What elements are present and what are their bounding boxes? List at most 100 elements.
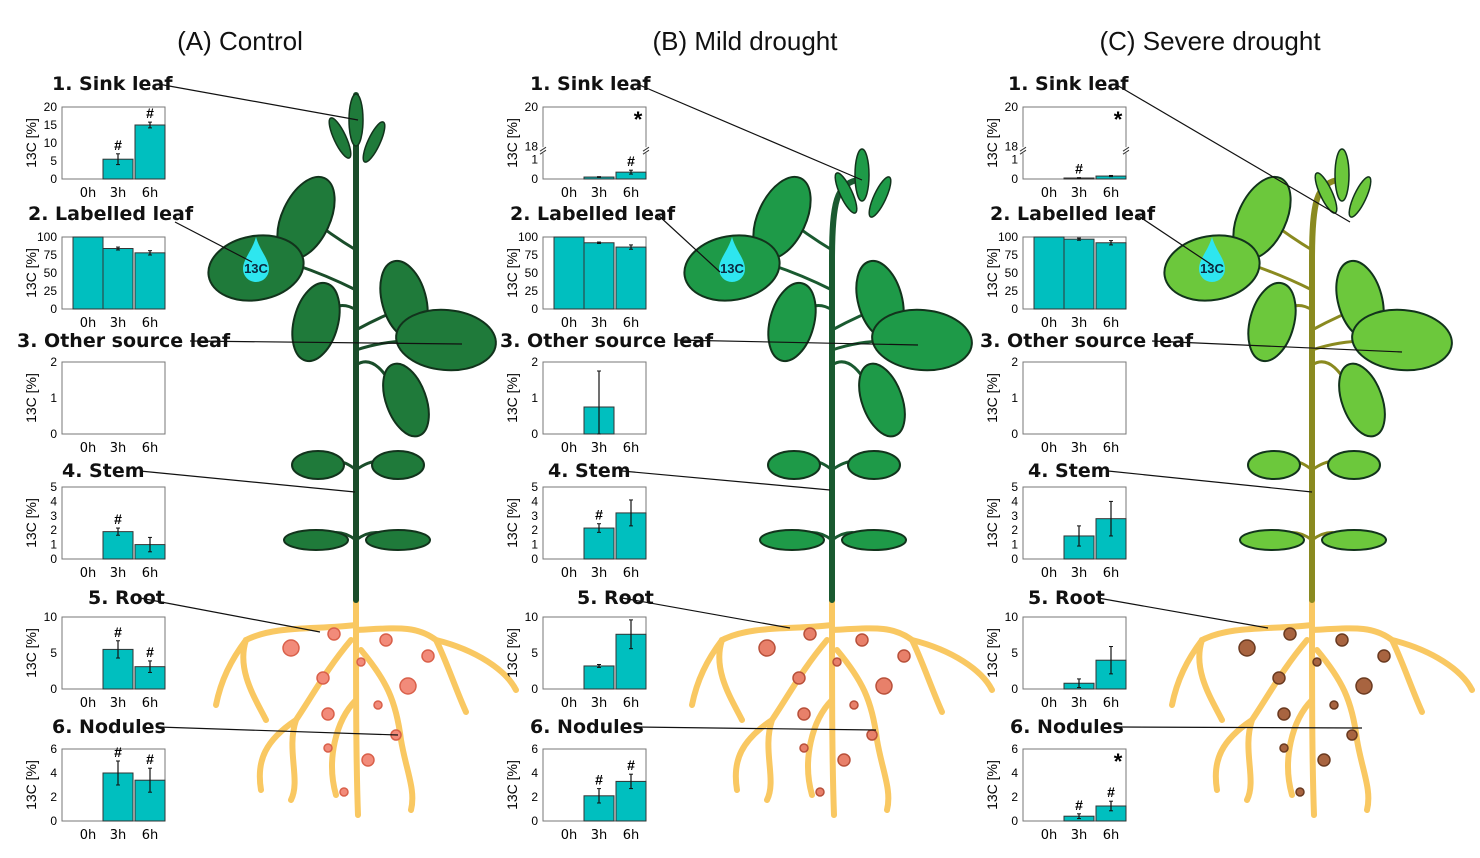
x-tick-label: 6h — [142, 186, 159, 201]
y-tick-label: 3 — [531, 509, 538, 523]
y-tick-label: 1 — [531, 391, 538, 405]
root — [1212, 717, 1255, 793]
bar-chart-sink-leaf: 0 5 10 15 20 13C [%] 0h #3h #6h — [23, 100, 166, 201]
y-axis-label: 13C [%] — [23, 628, 39, 678]
y-tick-label: 10 — [1005, 610, 1019, 624]
leader-line — [1097, 597, 1269, 629]
x-tick-label: 6h — [142, 566, 159, 581]
x-tick-label: 3h — [110, 441, 127, 456]
y-tick-label: 5 — [1011, 480, 1018, 494]
y-tick-label: 1 — [1011, 152, 1018, 166]
y-tick-label: 2 — [531, 355, 538, 369]
nodule — [1335, 633, 1349, 647]
organ-label: 6. Nodules — [52, 716, 166, 738]
root — [1309, 597, 1317, 818]
y-tick-label: 100 — [518, 230, 538, 244]
x-tick-label: 6h — [1103, 316, 1120, 331]
nodule — [323, 743, 333, 753]
nodule — [1283, 627, 1297, 641]
x-tick-label: 6h — [142, 316, 159, 331]
nodule — [399, 677, 417, 695]
x-tick-label: 6h — [623, 186, 640, 201]
y-tick-label: 20 — [1005, 100, 1019, 114]
y-tick-label: 1 — [50, 391, 57, 405]
organ-label: 5. Root — [88, 587, 165, 609]
x-tick-label: 0h — [561, 566, 578, 581]
y-tick-label: 2 — [1011, 523, 1018, 537]
nodule — [797, 707, 811, 721]
organ-label: 2. Labelled leaf — [28, 203, 194, 225]
nodule — [897, 649, 911, 663]
nodule — [1312, 657, 1322, 667]
x-tick-label: 3h — [591, 566, 608, 581]
y-tick-label: 75 — [525, 248, 539, 262]
significance-mark: # — [114, 624, 122, 640]
y-tick-label: 2 — [1011, 355, 1018, 369]
y-tick-label: 100 — [37, 230, 57, 244]
organ-label: 6. Nodules — [1010, 716, 1124, 738]
x-tick-label: 0h — [80, 316, 97, 331]
x-tick-label: 6h — [1103, 186, 1120, 201]
y-tick-label: 4 — [1011, 494, 1018, 508]
significance-mark: # — [1075, 797, 1083, 813]
x-tick-label: 0h — [561, 316, 578, 331]
leaf — [365, 529, 431, 551]
y-tick-label: 5 — [50, 480, 57, 494]
axis-break — [540, 147, 546, 154]
nodule — [849, 700, 859, 710]
leader-line — [157, 83, 359, 121]
x-tick-label: 6h — [623, 696, 640, 711]
bar — [102, 531, 134, 560]
organ-label: 2. Labelled leaf — [510, 203, 676, 225]
organ-label: 6. Nodules — [530, 716, 644, 738]
x-tick-label: 3h — [591, 828, 608, 843]
leader-line — [636, 83, 863, 181]
axis-break — [643, 147, 649, 154]
plot-area — [1022, 361, 1127, 435]
y-axis-label: 13C [%] — [984, 118, 1000, 168]
y-tick-label: 0 — [1011, 302, 1018, 316]
bar — [1095, 242, 1127, 310]
y-tick-label: 25 — [1005, 284, 1019, 298]
leader-line — [1107, 470, 1313, 493]
leaf — [767, 450, 821, 480]
leader-line — [174, 221, 253, 263]
axis-break-mark — [1019, 146, 1027, 152]
y-tick-label: 2 — [1011, 790, 1018, 804]
y-tick-label: 75 — [1005, 248, 1019, 262]
bar — [583, 242, 615, 310]
organ-label: 5. Root — [577, 587, 654, 609]
x-tick-label: 6h — [623, 441, 640, 456]
leaf — [1321, 529, 1387, 551]
x-tick-label: 3h — [591, 441, 608, 456]
root — [1314, 647, 1372, 813]
x-tick-label: 6h — [1103, 566, 1120, 581]
bar — [72, 236, 104, 310]
plot-area — [1022, 106, 1127, 180]
y-tick-label: 100 — [998, 230, 1018, 244]
x-tick-label: 3h — [591, 316, 608, 331]
leaf — [1247, 281, 1297, 363]
leaf — [1338, 362, 1386, 438]
y-axis-label: 13C [%] — [504, 373, 520, 423]
nodule — [1279, 743, 1289, 753]
y-tick-label: 0 — [50, 682, 57, 696]
bar-chart-root: 0 5 10 13C [%] 0h 3h 6h — [984, 610, 1127, 711]
bar-chart-nodules: 0 2 4 6 13C [%] 0h #3h #6h * — [984, 742, 1127, 843]
x-tick-label: 0h — [1041, 696, 1058, 711]
x-tick-label: 3h — [110, 828, 127, 843]
y-tick-label: 18 — [1005, 140, 1019, 154]
x-tick-label: 0h — [1041, 316, 1058, 331]
bar — [583, 527, 615, 560]
nodule — [379, 633, 393, 647]
sink-leaf — [834, 172, 858, 214]
axis-break-mark — [1019, 149, 1027, 155]
axis-break-mark — [539, 146, 547, 152]
x-tick-label: 6h — [623, 316, 640, 331]
bar — [134, 124, 166, 180]
root — [1285, 697, 1315, 798]
nodule — [1238, 639, 1256, 657]
root — [213, 637, 249, 708]
y-tick-label: 5 — [531, 646, 538, 660]
y-tick-label: 18 — [525, 140, 539, 154]
